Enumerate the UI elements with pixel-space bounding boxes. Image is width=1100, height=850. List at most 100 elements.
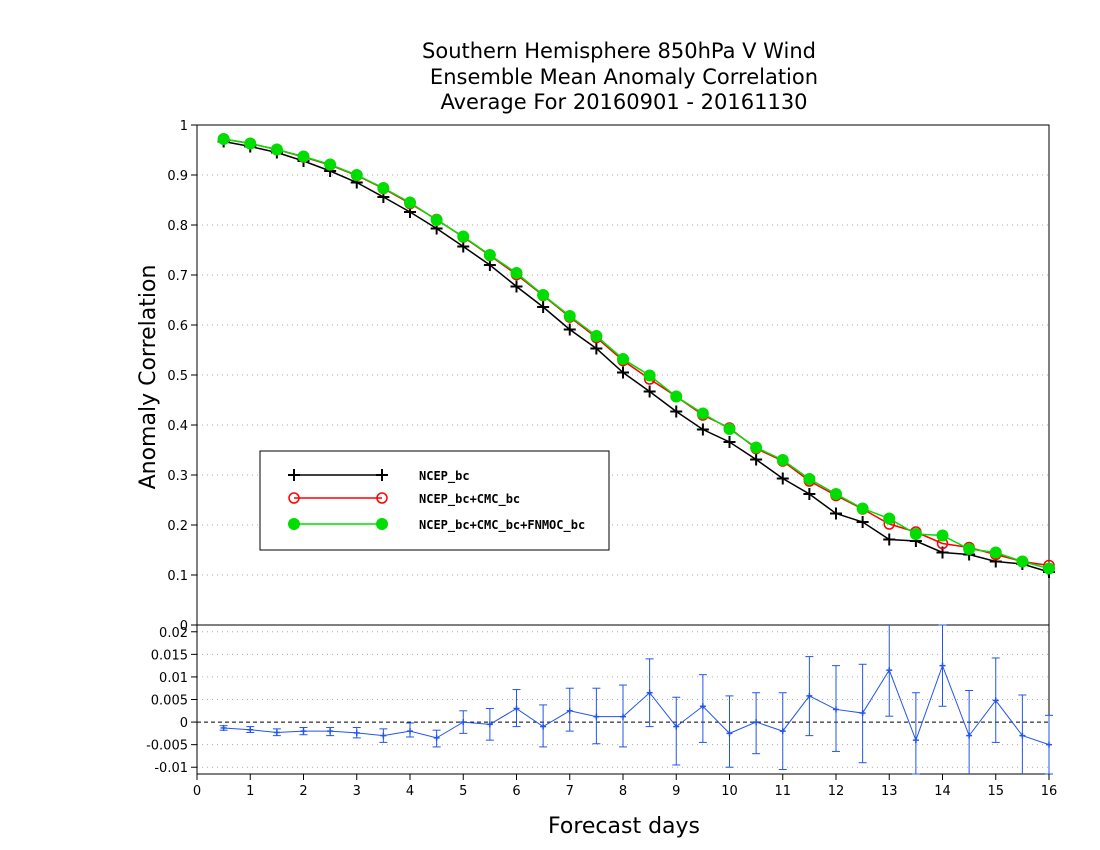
chart-title-line-2: Ensemble Mean Anomaly Correlation: [430, 65, 818, 89]
error-bar: [965, 689, 974, 774]
difference-point: [646, 689, 653, 696]
difference-point: [220, 724, 227, 731]
data-point: [404, 196, 416, 209]
data-point: [670, 405, 683, 418]
data-point: [537, 289, 550, 301]
difference-point: [433, 734, 440, 741]
difference-point: [247, 726, 254, 733]
chart-title-line-1: Southern Hemisphere 850hPa V Wind: [422, 39, 816, 63]
difference-point: [779, 728, 786, 735]
difference-point: [380, 732, 387, 739]
difference-point: [912, 737, 919, 744]
data-point: [217, 133, 230, 145]
legend-label-ncep-bc: NCEP_bc: [419, 469, 470, 484]
x-tick-label: 13: [881, 784, 898, 799]
y-tick-label: 0.015: [151, 648, 188, 663]
data-point: [270, 143, 283, 156]
y-tick-label: 0.005: [151, 694, 188, 709]
data-point: [856, 502, 869, 515]
legend-label-ncep-cmc-fnmoc: NCEP_bc+CMC_bc+FNMOC_bc: [419, 518, 585, 533]
data-point: [803, 473, 816, 485]
legend-marker: [288, 469, 300, 481]
data-point: [1016, 555, 1029, 568]
x-tick-label: 12: [828, 784, 845, 799]
legend-box: [259, 450, 610, 551]
data-point: [617, 366, 629, 379]
difference-point: [1019, 732, 1026, 739]
difference-point: [327, 728, 334, 735]
data-point: [590, 330, 603, 342]
y-tick-label: 0.8: [167, 219, 188, 234]
x-tick-label: 14: [934, 784, 951, 799]
y-tick-label: 0: [180, 716, 188, 731]
data-point: [696, 423, 709, 436]
x-tick-label: 2: [299, 784, 307, 799]
difference-point: [540, 723, 547, 730]
y-axis-title: Anomaly Correlation: [136, 265, 161, 490]
difference-point: [833, 706, 839, 713]
data-point: [563, 310, 576, 322]
data-point: [723, 436, 736, 448]
data-point: [909, 528, 922, 540]
x-tick-label: 11: [774, 784, 791, 799]
data-point: [776, 454, 789, 466]
data-point: [643, 385, 656, 398]
y-tick-label: 0.6: [167, 319, 188, 334]
data-point: [244, 137, 257, 150]
y-tick-label: 1: [180, 119, 188, 134]
difference-point: [620, 713, 626, 720]
difference-point: [1046, 741, 1052, 748]
y-tick-label: 0.9: [167, 169, 188, 184]
x-tick-label: 16: [1041, 784, 1058, 799]
difference-point: [859, 710, 866, 717]
difference-point: [300, 728, 307, 735]
difference-point: [939, 662, 946, 669]
difference-point: [513, 705, 520, 712]
data-point: [430, 214, 443, 226]
series-2: [217, 133, 1055, 575]
data-point: [510, 267, 523, 279]
legend-marker: [288, 492, 300, 504]
data-point: [750, 441, 763, 454]
data-point: [350, 169, 363, 181]
x-tick-label: 10: [721, 784, 738, 799]
data-point: [883, 533, 896, 546]
data-point: [537, 301, 550, 313]
data-point: [696, 407, 709, 420]
data-point: [856, 516, 869, 528]
difference-point: [273, 729, 280, 736]
data-point: [830, 507, 842, 520]
data-point: [590, 342, 603, 355]
x-tick-label: 0: [193, 784, 201, 799]
difference-point: [486, 721, 493, 728]
y-tick-label: 0.7: [167, 269, 188, 284]
x-tick-label: 7: [566, 784, 574, 799]
error-bar: [672, 696, 681, 766]
y-tick-label: 0.2: [167, 519, 188, 534]
x-tick-label: 4: [406, 784, 414, 799]
x-tick-label: 15: [987, 784, 1004, 799]
difference-point: [992, 697, 999, 704]
data-point: [936, 529, 949, 542]
legend-marker: [376, 518, 388, 530]
data-point: [776, 472, 789, 485]
data-point: [1043, 562, 1055, 575]
y-tick-label: 0.01: [159, 671, 188, 686]
chart-title: Southern Hemisphere 850hPa V Wind Ensemb…: [422, 39, 818, 114]
data-point: [297, 150, 310, 163]
data-point: [643, 369, 656, 382]
difference-point: [407, 728, 413, 735]
y-tick-label: 0.5: [167, 369, 188, 384]
difference-point: [460, 719, 467, 726]
x-tick-label: 1: [246, 784, 254, 799]
x-tick-label: 8: [619, 784, 627, 799]
data-point: [563, 323, 576, 336]
data-point: [457, 230, 470, 243]
x-tick-label: 6: [512, 784, 520, 799]
data-point: [989, 546, 1002, 559]
error-bar: [911, 692, 920, 775]
legend-marker: [376, 492, 388, 504]
x-tick-label: 5: [459, 784, 467, 799]
